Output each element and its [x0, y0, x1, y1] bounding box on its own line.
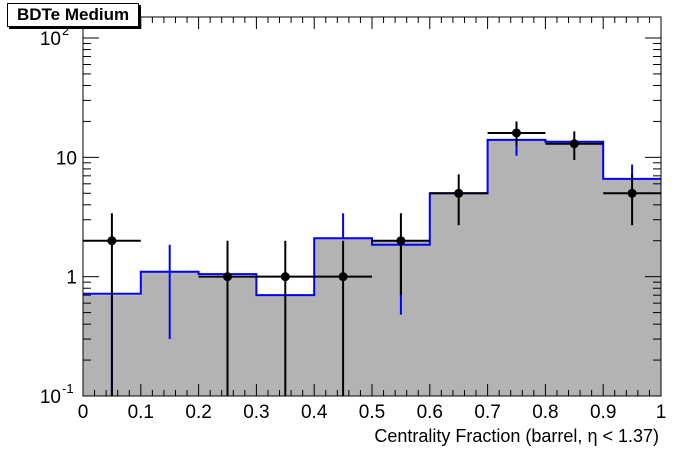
x-tick-label: 0.9 — [590, 402, 616, 423]
y-tick-label: 10 — [40, 29, 61, 50]
x-tick-label: 0 — [78, 402, 89, 423]
data-point — [223, 272, 232, 282]
x-tick-label: 0.5 — [359, 402, 385, 423]
x-tick-label: 0.3 — [243, 402, 269, 423]
data-point — [627, 188, 637, 198]
x-tick-label: 0.4 — [301, 402, 328, 423]
chart-title: BDTe Medium — [7, 3, 140, 27]
data-point — [396, 236, 406, 246]
y-tick-label: 10 — [56, 148, 77, 169]
x-tick-label: 0.2 — [185, 402, 211, 423]
y-tick-exponent: -1 — [62, 381, 74, 396]
data-point — [454, 188, 464, 198]
data-point — [338, 272, 348, 282]
y-tick-label: 10 — [40, 387, 61, 408]
y-tick-exponent: 2 — [62, 23, 69, 38]
y-tick-label: 1 — [66, 268, 77, 289]
x-tick-label: 0.7 — [474, 402, 500, 423]
data-point — [280, 272, 290, 282]
x-axis-label: Centrality Fraction (barrel, η < 1.37) — [374, 426, 659, 446]
data-point — [512, 128, 521, 138]
x-tick-label: 1 — [656, 402, 667, 423]
x-tick-label: 0.6 — [417, 402, 443, 423]
data-point — [107, 236, 117, 246]
x-tick-label: 0.1 — [128, 402, 154, 423]
data-point — [569, 139, 579, 149]
x-tick-label: 0.8 — [532, 402, 558, 423]
